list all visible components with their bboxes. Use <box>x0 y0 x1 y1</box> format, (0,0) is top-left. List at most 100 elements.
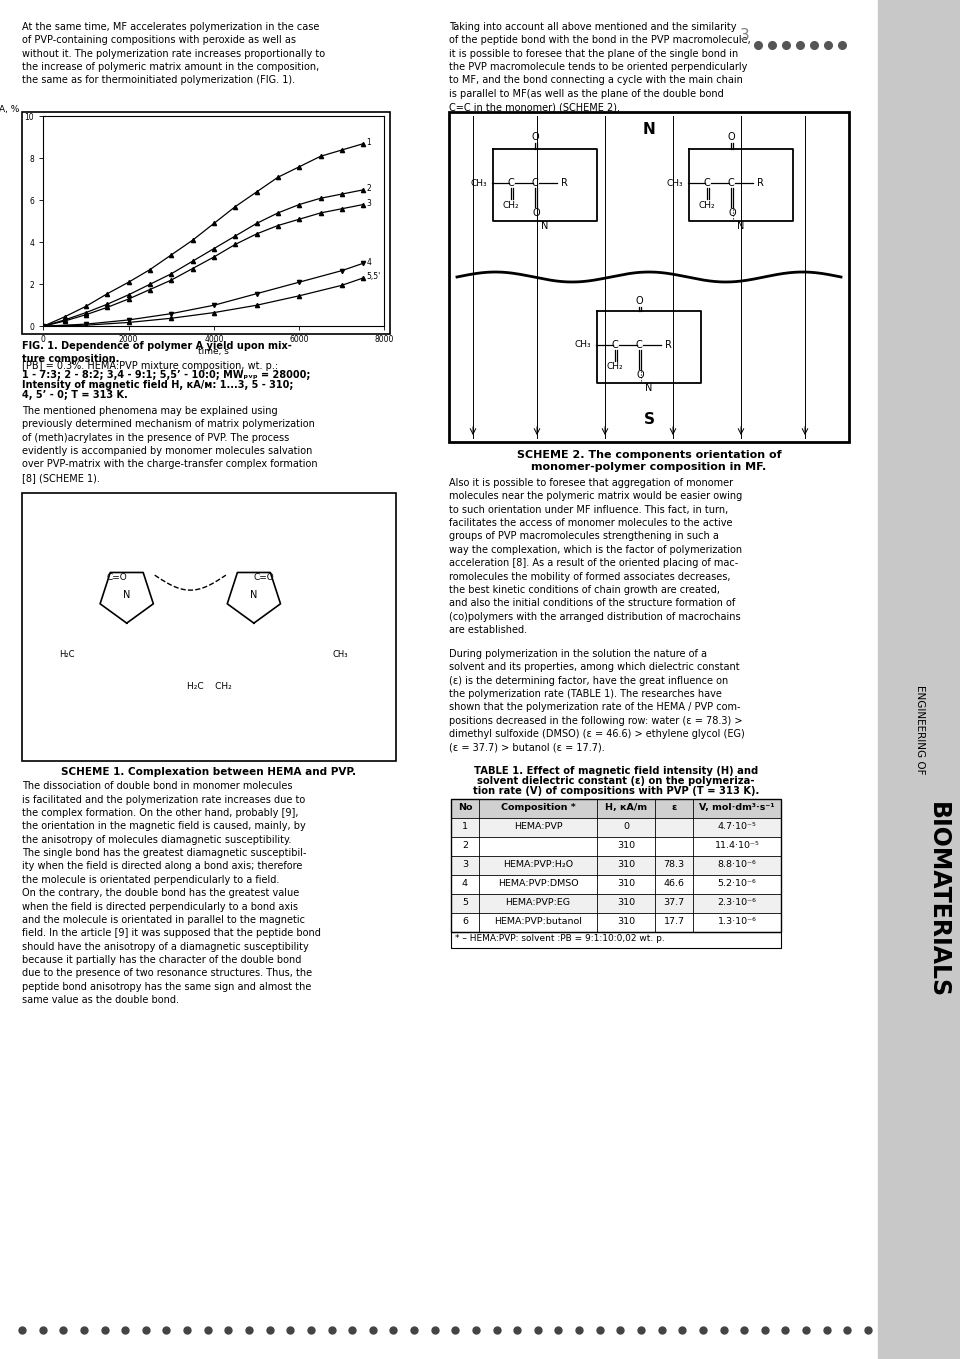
Text: 5,5': 5,5' <box>367 272 381 281</box>
Text: V, mol·dm³·s⁻¹: V, mol·dm³·s⁻¹ <box>699 803 775 813</box>
Text: N: N <box>123 590 131 601</box>
Text: 3: 3 <box>462 860 468 870</box>
Text: O: O <box>729 208 735 219</box>
Bar <box>449 111 849 442</box>
Text: 5: 5 <box>462 898 468 908</box>
Text: H₂C: H₂C <box>60 650 75 659</box>
Text: Composition *: Composition * <box>500 803 575 813</box>
Text: R: R <box>561 178 568 188</box>
Text: TABLE 1. Effect of magnetic field intensity (H) and: TABLE 1. Effect of magnetic field intens… <box>474 766 758 776</box>
Text: SCHEME 2. The components orientation of: SCHEME 2. The components orientation of <box>516 450 781 459</box>
Text: solvent dielectric constant (ε) on the polymeriza-: solvent dielectric constant (ε) on the p… <box>477 776 755 787</box>
Text: HEMA:PVP:H₂O: HEMA:PVP:H₂O <box>503 860 573 870</box>
Text: 310: 310 <box>617 841 636 851</box>
Text: C: C <box>532 178 539 188</box>
Text: O: O <box>636 370 644 381</box>
Text: N: N <box>642 122 656 137</box>
Text: A, %: A, % <box>0 106 19 114</box>
Text: S: S <box>643 413 655 428</box>
Text: 46.6: 46.6 <box>663 879 684 889</box>
Text: 1: 1 <box>367 139 372 147</box>
Text: O: O <box>531 132 539 143</box>
Text: Intensity of magnetic field H, кА/м: 1...3, 5 - 310;: Intensity of magnetic field H, кА/м: 1..… <box>22 381 294 390</box>
Text: HEMA:PVP:DMSO: HEMA:PVP:DMSO <box>497 879 578 889</box>
Bar <box>451 856 781 875</box>
Text: 310: 310 <box>617 898 636 908</box>
Text: N: N <box>645 383 653 393</box>
Bar <box>22 111 390 334</box>
Text: O: O <box>727 132 734 143</box>
Text: C=O: C=O <box>253 572 275 582</box>
Text: Also it is possible to foresee that aggregation of monomer
molecules near the po: Also it is possible to foresee that aggr… <box>449 478 742 635</box>
Bar <box>451 913 781 932</box>
Text: SCHEME 1. Complexation between HEMA and PVP.: SCHEME 1. Complexation between HEMA and … <box>61 768 356 777</box>
Text: CH₂: CH₂ <box>607 363 623 371</box>
Text: 1: 1 <box>462 822 468 832</box>
Text: 6: 6 <box>462 917 468 927</box>
Text: ENGINEERING OF: ENGINEERING OF <box>915 685 925 775</box>
Text: R: R <box>757 178 764 188</box>
Bar <box>451 875 781 894</box>
Text: 310: 310 <box>617 879 636 889</box>
Text: ε: ε <box>671 803 677 813</box>
Text: 3: 3 <box>740 29 750 43</box>
Bar <box>451 818 781 837</box>
Text: CH₂: CH₂ <box>503 201 519 209</box>
Text: HEMA:PVP:butanol: HEMA:PVP:butanol <box>494 917 582 927</box>
Text: * – HEMA:PVP: solvent :PB = 9:1:10:0,02 wt. p.: * – HEMA:PVP: solvent :PB = 9:1:10:0,02 … <box>455 935 664 943</box>
Text: C: C <box>612 340 618 349</box>
Text: CH₂: CH₂ <box>699 201 715 209</box>
Text: BIOMATERIALS: BIOMATERIALS <box>926 802 950 998</box>
Text: 2: 2 <box>367 185 372 193</box>
Text: 37.7: 37.7 <box>663 898 684 908</box>
Text: H₂C    CH₂: H₂C CH₂ <box>186 682 231 690</box>
Text: Taking into account all above mentioned and the similarity
of the peptide bond w: Taking into account all above mentioned … <box>449 22 751 113</box>
Text: N: N <box>251 590 257 601</box>
Bar <box>878 0 960 1359</box>
Text: N: N <box>737 222 745 231</box>
Text: O: O <box>636 296 643 306</box>
Text: The mentioned phenomena may be explained using
previously determined mechanism o: The mentioned phenomena may be explained… <box>22 406 318 482</box>
Text: 78.3: 78.3 <box>663 860 684 870</box>
Text: C: C <box>636 340 642 349</box>
Text: C: C <box>704 178 710 188</box>
Text: HEMA:PVP: HEMA:PVP <box>514 822 563 832</box>
Bar <box>451 799 781 818</box>
Text: CH₃: CH₃ <box>666 178 683 188</box>
Text: At the same time, MF accelerates polymerization in the case
of PVP-containing co: At the same time, MF accelerates polymer… <box>22 22 325 86</box>
Text: 4: 4 <box>462 879 468 889</box>
Text: 17.7: 17.7 <box>663 917 684 927</box>
Text: 4, 5’ - 0; T = 313 K.: 4, 5’ - 0; T = 313 K. <box>22 390 128 400</box>
Text: 2.3·10⁻⁶: 2.3·10⁻⁶ <box>717 898 756 908</box>
Text: No: No <box>458 803 472 813</box>
Text: 4: 4 <box>367 258 372 266</box>
Text: CH₃: CH₃ <box>574 340 591 349</box>
Text: HEMA:PVP:EG: HEMA:PVP:EG <box>506 898 570 908</box>
Text: 2: 2 <box>462 841 468 851</box>
Bar <box>22 493 396 761</box>
Text: N: N <box>541 222 549 231</box>
Text: 5.2·10⁻⁶: 5.2·10⁻⁶ <box>718 879 756 889</box>
Text: 310: 310 <box>617 860 636 870</box>
Bar <box>451 932 781 949</box>
Bar <box>451 799 781 932</box>
Text: C: C <box>508 178 515 188</box>
X-axis label: time, s: time, s <box>199 347 229 356</box>
Text: H, кА/m: H, кА/m <box>605 803 647 813</box>
Text: C=O: C=O <box>107 572 127 582</box>
Text: 1 - 7:3; 2 - 8:2; 3,4 - 9:1; 5,5’ - 10:0; MWₚᵥₚ = 28000;: 1 - 7:3; 2 - 8:2; 3,4 - 9:1; 5,5’ - 10:0… <box>22 371 310 381</box>
Text: 3: 3 <box>367 198 372 208</box>
Text: R: R <box>665 340 672 349</box>
Text: 4.7·10⁻⁵: 4.7·10⁻⁵ <box>718 822 756 832</box>
Text: 0: 0 <box>623 822 629 832</box>
Text: 1.3·10⁻⁶: 1.3·10⁻⁶ <box>717 917 756 927</box>
Text: monomer-polymer composition in MF.: monomer-polymer composition in MF. <box>532 462 767 472</box>
Text: FIG. 1. Dependence of polymer A yield upon mix-
ture composition.: FIG. 1. Dependence of polymer A yield up… <box>22 341 292 364</box>
Text: tion rate (V) of compositions with PVP (T = 313 K).: tion rate (V) of compositions with PVP (… <box>473 787 759 796</box>
Bar <box>451 837 781 856</box>
Text: 11.4·10⁻⁵: 11.4·10⁻⁵ <box>714 841 759 851</box>
Text: C: C <box>728 178 734 188</box>
Text: [PB] = 0.3%. HEMA:PVP mixture composition, wt. p.:: [PB] = 0.3%. HEMA:PVP mixture compositio… <box>22 360 278 371</box>
Text: CH₃: CH₃ <box>470 178 487 188</box>
Text: During polymerization in the solution the nature of a
solvent and its properties: During polymerization in the solution th… <box>449 650 745 753</box>
